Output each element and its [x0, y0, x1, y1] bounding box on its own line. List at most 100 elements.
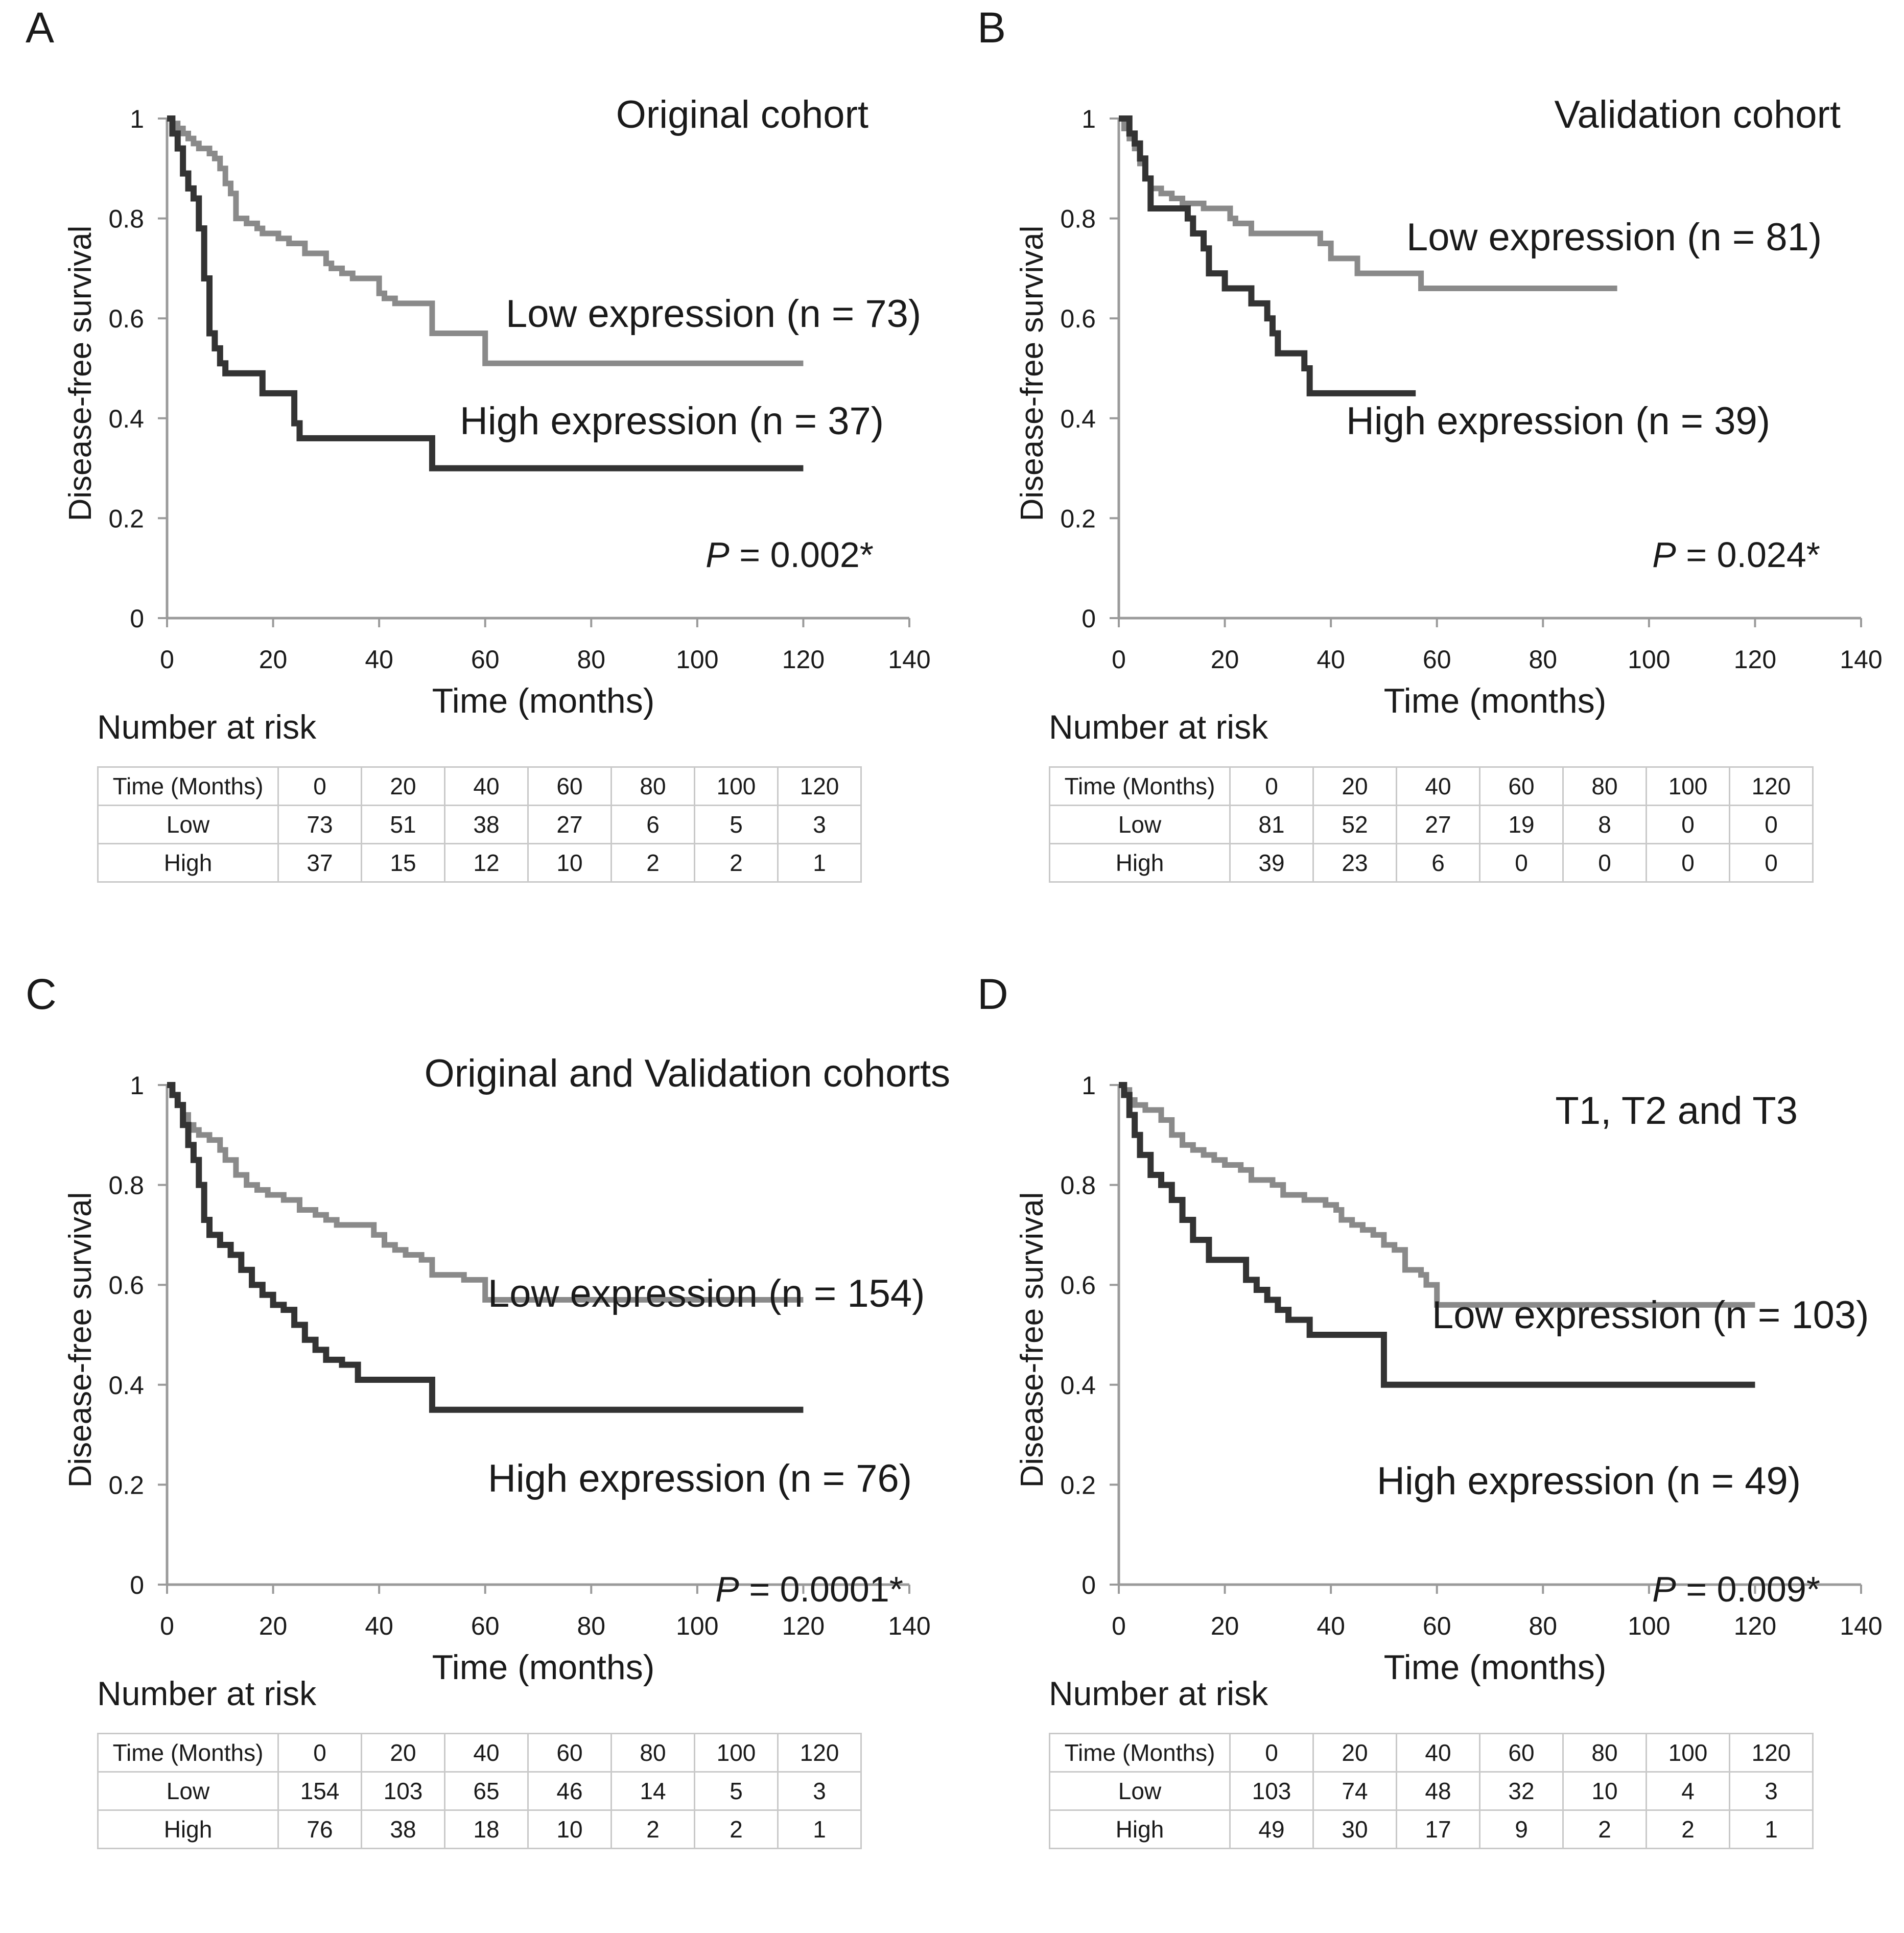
panel-c: C 0 20 40 60 80 100 120 140 0 0.2 0.4 0.6 0.8 1 Time (…: [0, 967, 952, 1933]
risk-table-cell: 40: [1396, 1733, 1480, 1773]
x-axis-title: Time (months): [1384, 681, 1607, 720]
risk-table-cell: 10: [527, 843, 612, 883]
y-tick-label: 0.6: [1060, 1271, 1096, 1300]
risk-table-cell: 2: [694, 843, 779, 883]
risk-table-cell: 73: [277, 805, 362, 844]
x-tick-label: 140: [888, 1612, 930, 1640]
risk-table-cell: 80: [610, 1733, 695, 1773]
y-tick-label: 0: [1082, 1571, 1096, 1599]
x-tick-label: 140: [1840, 645, 1882, 674]
x-tick-label: 20: [1211, 645, 1239, 674]
risk-table-cell: 14: [610, 1771, 695, 1811]
risk-table-cell: 2: [610, 843, 695, 883]
x-tick-label: 60: [1423, 1612, 1451, 1640]
high-expression-label: High expression (n = 39): [1346, 399, 1770, 443]
y-tick-label: 0.4: [1060, 1371, 1096, 1400]
risk-table-row: High 49 30 17 9 2 2 1: [1049, 1809, 1814, 1849]
panel-b: B 0 20 40 60 80 100 120 140 0 0.2 0.4 0.6 0.8 1 Time (…: [952, 0, 1903, 967]
risk-table-cell: 0: [1646, 843, 1730, 883]
p-value-number: = 0.009*: [1676, 1569, 1820, 1609]
x-tick-label: 20: [259, 645, 288, 674]
risk-table-row-label: Time (Months): [97, 1733, 279, 1773]
number-at-risk-table: Time (Months) 0 20 40 60 80 100 120 Low 73 51 38 27 6…: [97, 766, 862, 883]
risk-table-row-label: Low: [97, 1771, 279, 1811]
risk-table-cell: 48: [1396, 1771, 1480, 1811]
risk-table-cell: 80: [1562, 1733, 1647, 1773]
risk-table-row-label: Low: [1049, 805, 1231, 844]
risk-table-cell: 52: [1312, 805, 1397, 844]
risk-table-cell: 60: [1479, 766, 1564, 806]
chart-title: T1, T2 and T3: [1555, 1089, 1798, 1133]
risk-table-cell: 40: [1396, 766, 1480, 806]
panel-a: A 0 20 40 60 80 100 120 140 0 0.2 0.4 0.6 0.8 1 Time (…: [0, 0, 952, 967]
number-at-risk-heading: Number at risk: [97, 1675, 317, 1712]
risk-table-cell: 103: [361, 1771, 445, 1811]
risk-table-cell: 32: [1479, 1771, 1564, 1811]
x-tick-label: 0: [160, 1612, 174, 1640]
risk-table-row-label: High: [1049, 843, 1231, 883]
risk-table-cell: 60: [527, 1733, 612, 1773]
risk-table-header-row: Time (Months) 0 20 40 60 80 100 120: [97, 766, 862, 806]
risk-table-cell: 49: [1229, 1809, 1314, 1849]
y-tick-label: 0.2: [108, 504, 144, 533]
p-value: P = 0.002*: [706, 535, 874, 575]
risk-table-header-row: Time (Months) 0 20 40 60 80 100 120: [1049, 1733, 1814, 1773]
chart-title: Original cohort: [616, 93, 868, 136]
number-at-risk-heading: Number at risk: [1049, 1675, 1268, 1712]
risk-table-cell: 40: [444, 766, 529, 806]
low-expression-label: Low expression (n = 73): [506, 292, 921, 336]
high-expression-label: High expression (n = 49): [1377, 1459, 1801, 1503]
x-axis-title: Time (months): [432, 681, 655, 720]
y-tick-label: 1: [130, 1071, 144, 1100]
x-tick-label: 80: [577, 1612, 605, 1640]
x-tick-label: 0: [1112, 1612, 1126, 1640]
low-expression-label: Low expression (n = 81): [1406, 216, 1822, 259]
risk-table-row: Low 73 51 38 27 6 5 3: [97, 805, 862, 844]
number-at-risk-heading: Number at risk: [97, 708, 317, 746]
risk-table-cell: 0: [277, 766, 362, 806]
risk-table-cell: 6: [610, 805, 695, 844]
p-value-symbol: P: [1652, 1569, 1676, 1609]
risk-table-cell: 1: [777, 843, 862, 883]
risk-table-cell: 65: [444, 1771, 529, 1811]
panel-letter: A: [26, 4, 55, 52]
risk-table-cell: 100: [1646, 1733, 1730, 1773]
high-expression-curve: [167, 115, 804, 472]
risk-table-cell: 0: [1646, 805, 1730, 844]
low-expression-curve: [167, 115, 804, 366]
risk-table-cell: 74: [1312, 1771, 1397, 1811]
p-value: P = 0.009*: [1652, 1569, 1820, 1609]
risk-table-row: High 39 23 6 0 0 0 0: [1049, 843, 1814, 883]
risk-table-row-label: Time (Months): [1049, 766, 1231, 806]
risk-table-cell: 5: [694, 805, 779, 844]
panel-d: D 0 20 40 60 80 100 120 140 0 0.2 0.4 0.6 0.8 1 Time (…: [952, 967, 1903, 1933]
chart-title: Original and Validation cohorts: [425, 1052, 950, 1095]
x-tick-label: 100: [676, 1612, 718, 1640]
low-expression-label: Low expression (n = 154): [488, 1272, 925, 1315]
y-tick-label: 0.8: [108, 1171, 144, 1200]
risk-table-cell: 20: [361, 1733, 445, 1773]
x-tick-label: 120: [782, 1612, 825, 1640]
km-plot-original-cohort: 0 20 40 60 80 100 120 140 0 0.2 0.4 0.6 0.8 1 Time (mo…: [63, 93, 931, 720]
x-tick-label: 40: [1317, 1612, 1345, 1640]
y-tick-label: 0.4: [1060, 405, 1096, 433]
risk-table-cell: 46: [527, 1771, 612, 1811]
risk-table-cell: 2: [1646, 1809, 1730, 1849]
y-tick-label: 0.6: [108, 304, 144, 333]
x-tick-label: 60: [1423, 645, 1451, 674]
risk-table-cell: 17: [1396, 1809, 1480, 1849]
x-tick-label: 120: [782, 645, 825, 674]
risk-table-cell: 2: [1562, 1809, 1647, 1849]
p-value: P = 0.024*: [1652, 535, 1820, 575]
risk-table-cell: 100: [694, 1733, 779, 1773]
y-tick-label: 0: [130, 604, 144, 633]
x-tick-label: 60: [471, 1612, 500, 1640]
y-tick-label: 0.8: [1060, 205, 1096, 233]
risk-table-cell: 15: [361, 843, 445, 883]
risk-table-cell: 0: [1562, 843, 1647, 883]
number-at-risk-heading: Number at risk: [1049, 708, 1268, 746]
y-tick-label: 1: [1082, 1071, 1096, 1100]
x-tick-label: 120: [1734, 645, 1776, 674]
x-tick-label: 40: [365, 1612, 393, 1640]
number-at-risk-table: Time (Months) 0 20 40 60 80 100 120 Low 154 103 65 4…: [97, 1733, 862, 1849]
